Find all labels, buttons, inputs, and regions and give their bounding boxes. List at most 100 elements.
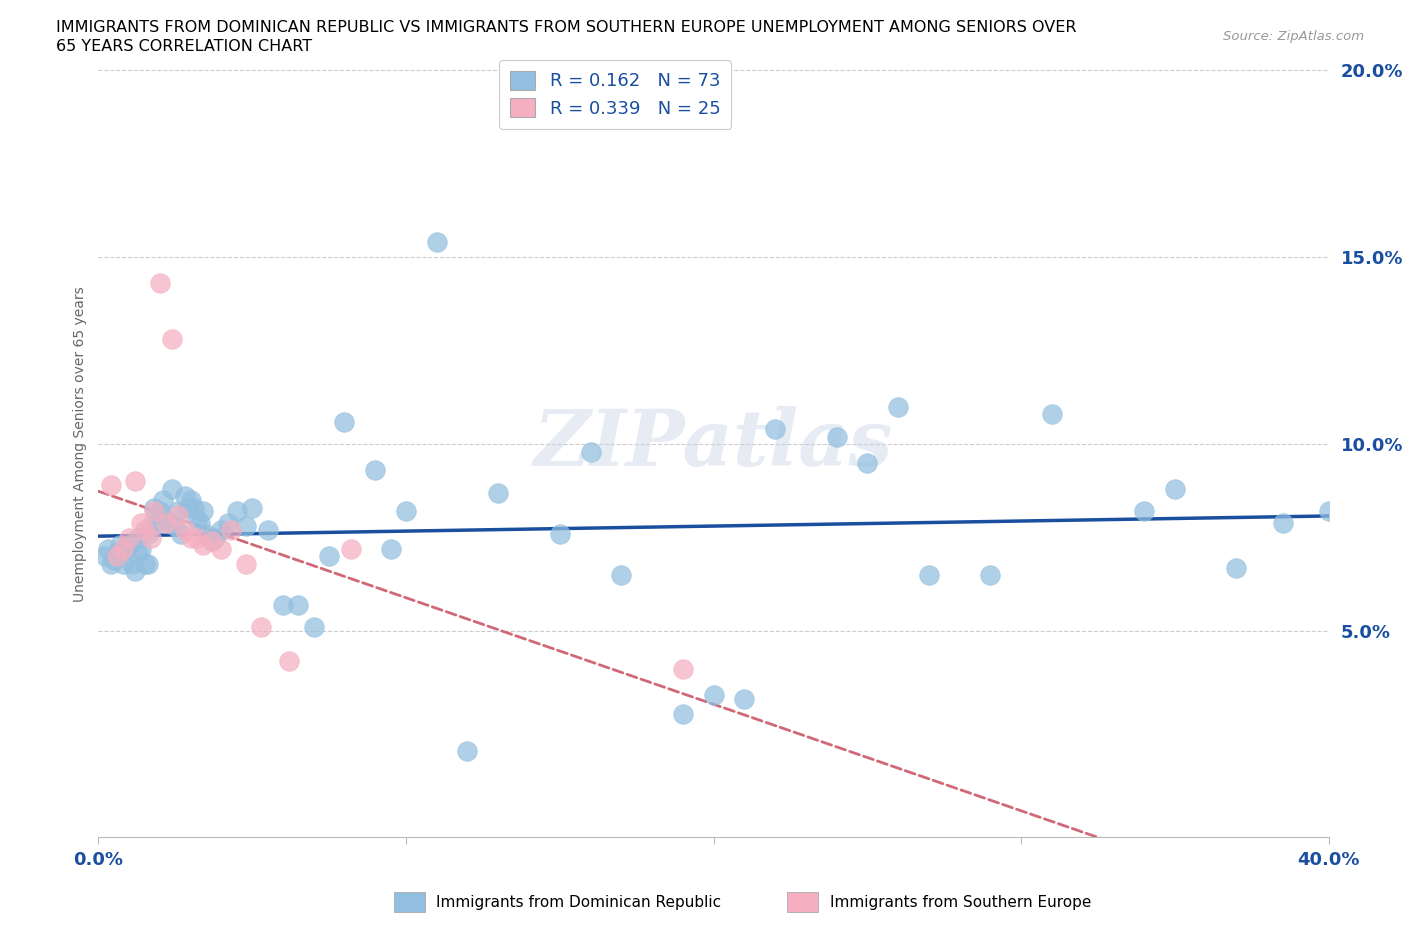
Point [333, 414, 356, 429]
Point [136, 526, 159, 541]
Point [240, 500, 263, 515]
Point [235, 519, 257, 534]
Text: IMMIGRANTS FROM DOMINICAN REPUBLIC VS IMMIGRANTS FROM SOUTHERN EUROPE UNEMPLOYME: IMMIGRANTS FROM DOMINICAN REPUBLIC VS IM… [56, 20, 1077, 35]
Point [456, 743, 478, 758]
Point [142, 500, 165, 515]
Point [217, 515, 239, 530]
Point [131, 541, 153, 556]
Point [142, 504, 165, 519]
Point [256, 523, 278, 538]
Point [112, 556, 135, 571]
Point [610, 567, 633, 582]
Point [100, 556, 122, 571]
Point [105, 545, 128, 560]
Point [124, 564, 146, 578]
Point [219, 523, 242, 538]
Point [201, 534, 224, 549]
Point [136, 556, 159, 571]
Point [1040, 406, 1063, 421]
Point [703, 687, 725, 702]
Point [157, 515, 180, 530]
Point [579, 445, 602, 459]
Point [278, 654, 301, 669]
Point [183, 500, 205, 515]
Point [204, 530, 226, 545]
Point [173, 489, 195, 504]
Point [201, 534, 224, 549]
Point [134, 523, 156, 538]
Point [121, 556, 143, 571]
Point [108, 538, 131, 552]
Point [165, 519, 187, 534]
Point [1225, 560, 1247, 575]
Point [211, 541, 233, 556]
Point [195, 526, 218, 541]
Point [118, 530, 141, 545]
Point [318, 549, 340, 564]
Point [271, 598, 294, 613]
Point [115, 541, 138, 556]
Point [225, 504, 247, 519]
Point [825, 429, 848, 444]
Point [548, 526, 571, 541]
Point [162, 482, 183, 497]
Point [733, 691, 755, 706]
Point [124, 474, 146, 489]
Point [763, 421, 786, 436]
Text: 65 YEARS CORRELATION CHART: 65 YEARS CORRELATION CHART [56, 39, 312, 54]
Text: Immigrants from Southern Europe: Immigrants from Southern Europe [830, 895, 1091, 910]
Point [134, 556, 156, 571]
Point [103, 552, 125, 567]
Point [887, 399, 910, 414]
Point [191, 504, 214, 519]
Point [364, 463, 387, 478]
Point [131, 515, 153, 530]
Point [191, 538, 214, 552]
Point [186, 512, 208, 526]
Point [118, 538, 141, 552]
Text: ZIPatlas: ZIPatlas [534, 405, 893, 483]
Point [235, 556, 257, 571]
Point [250, 620, 273, 635]
Point [127, 545, 149, 560]
Point [188, 515, 211, 530]
Point [149, 275, 172, 290]
Point [167, 504, 190, 519]
Point [155, 512, 177, 526]
Point [112, 541, 135, 556]
Point [149, 504, 172, 519]
Point [211, 523, 233, 538]
Point [918, 567, 941, 582]
Point [170, 526, 193, 541]
Legend: R = 0.162   N = 73, R = 0.339   N = 25: R = 0.162 N = 73, R = 0.339 N = 25 [499, 60, 731, 128]
Point [1271, 515, 1294, 530]
Text: Source: ZipAtlas.com: Source: ZipAtlas.com [1223, 30, 1364, 43]
Point [155, 515, 177, 530]
Point [1133, 504, 1156, 519]
Point [176, 500, 198, 515]
Point [1317, 504, 1340, 519]
Point [127, 530, 149, 545]
Point [287, 598, 309, 613]
Point [146, 515, 169, 530]
Point [167, 508, 190, 523]
Y-axis label: Unemployment Among Seniors over 65 years: Unemployment Among Seniors over 65 years [73, 286, 87, 602]
Point [672, 706, 695, 721]
Point [486, 485, 509, 500]
Point [162, 332, 183, 347]
Point [97, 541, 120, 556]
Point [1164, 482, 1187, 497]
Point [339, 541, 361, 556]
Point [426, 234, 449, 249]
Point [186, 530, 208, 545]
Point [105, 549, 128, 564]
Point [672, 661, 695, 676]
Point [180, 530, 202, 545]
Point [302, 620, 325, 635]
Point [152, 493, 174, 508]
Point [139, 519, 162, 534]
Point [380, 541, 402, 556]
Point [173, 523, 195, 538]
Point [979, 567, 1001, 582]
Point [93, 549, 115, 564]
